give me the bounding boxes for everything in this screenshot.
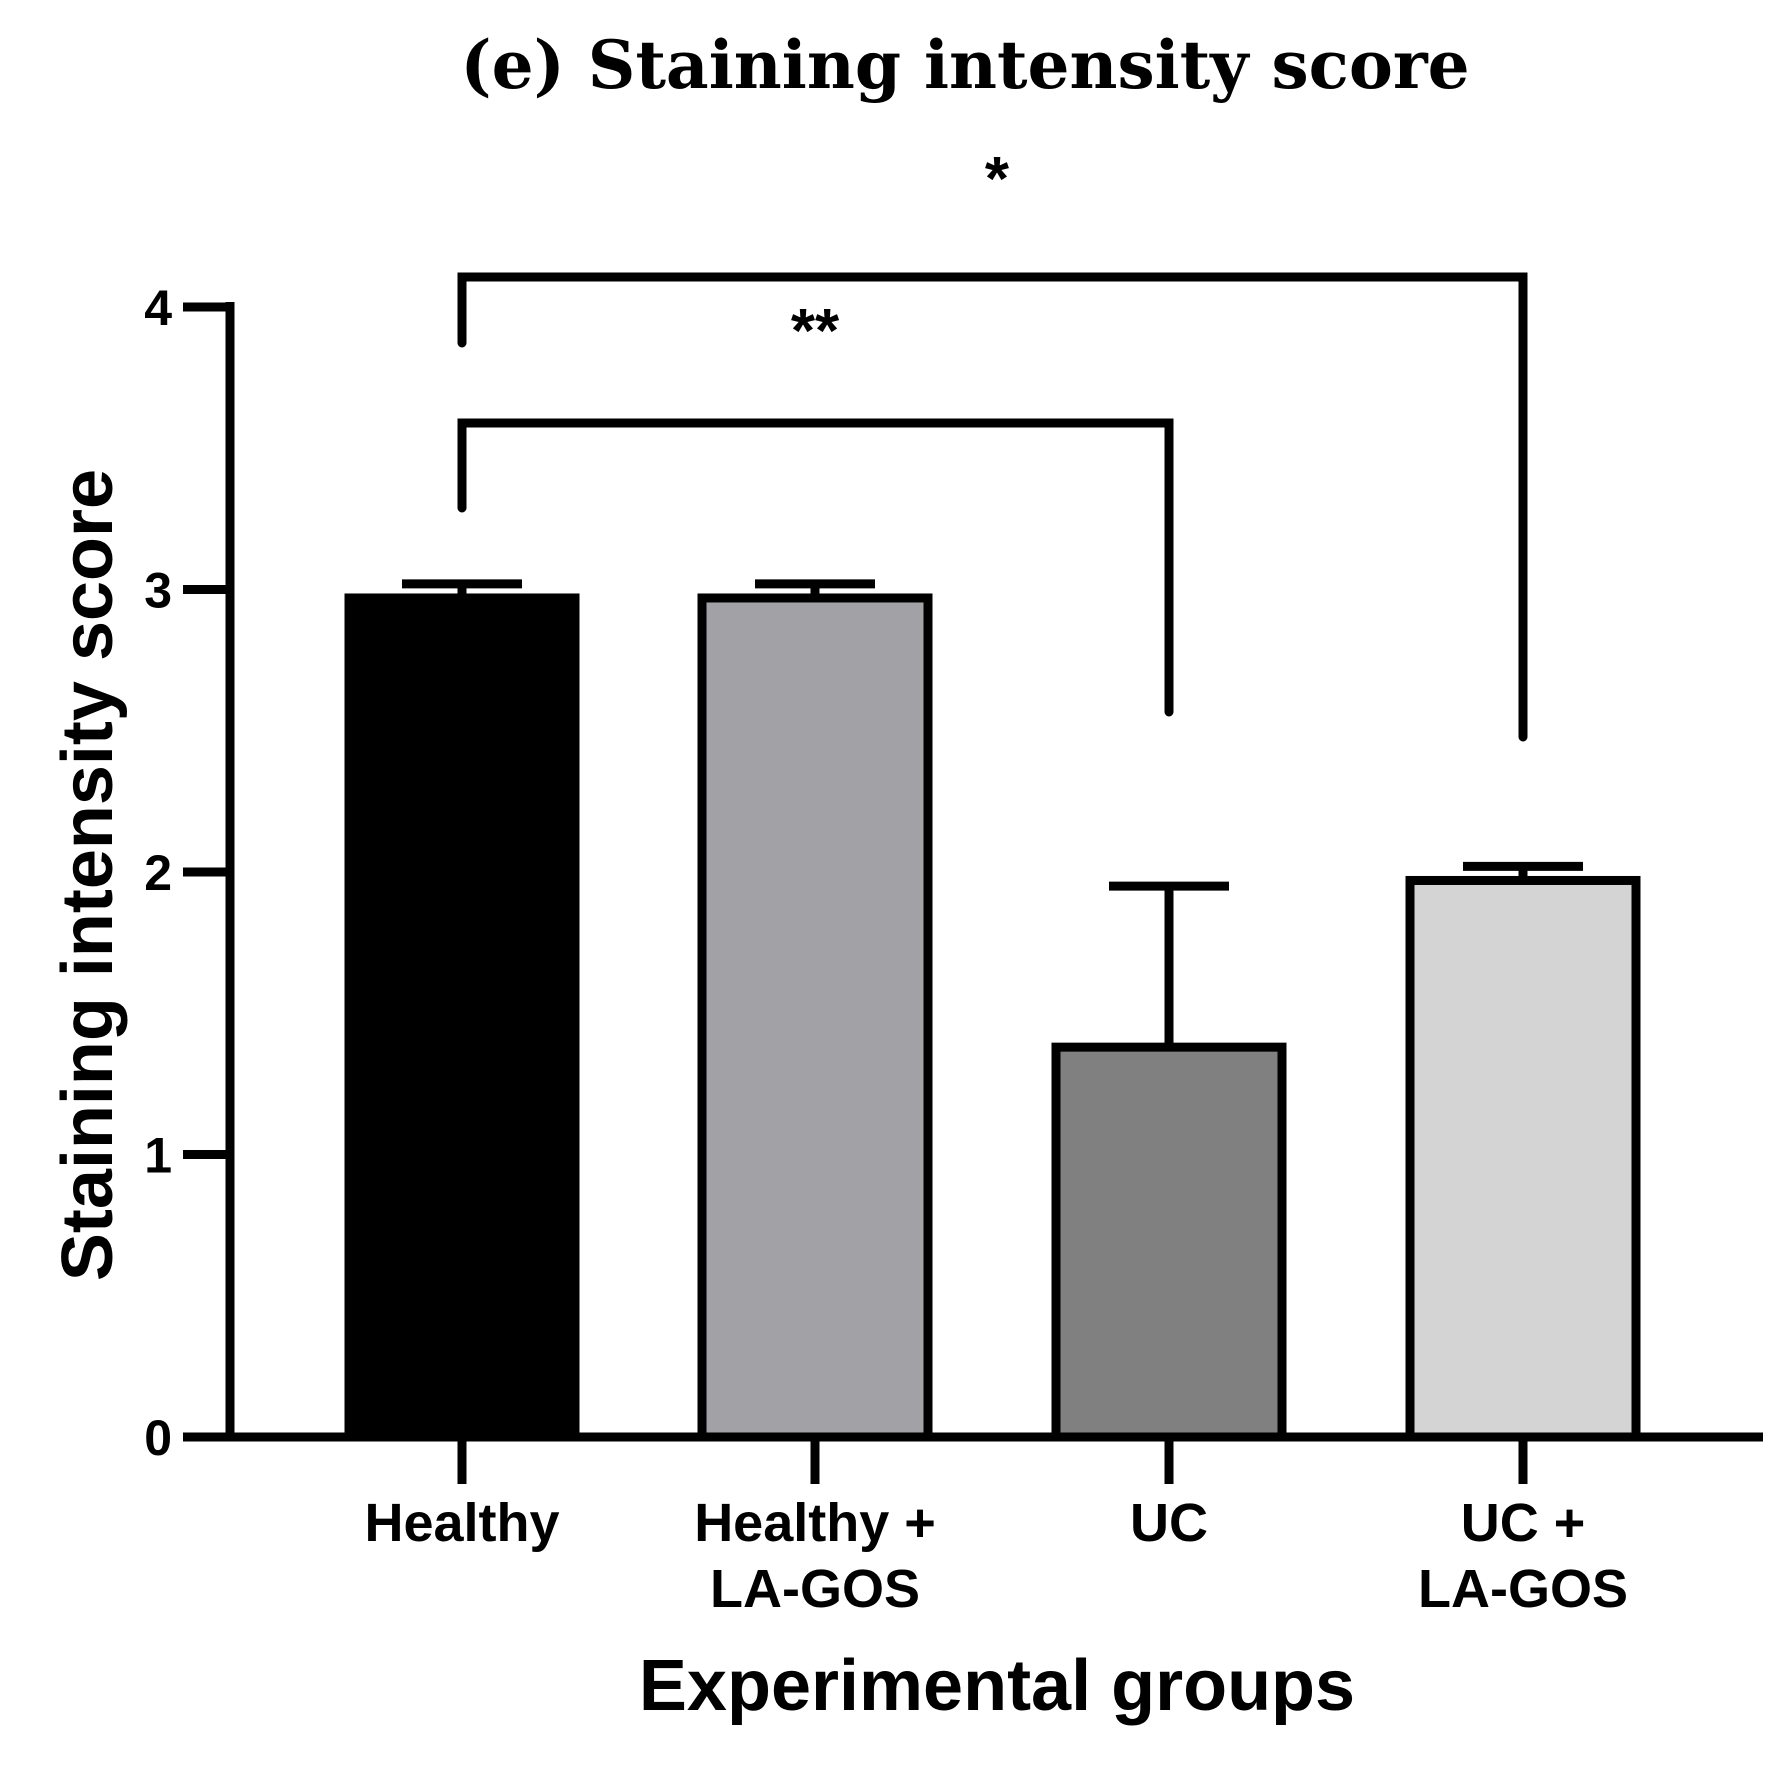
y-tick-label: 0 bbox=[144, 1410, 172, 1466]
y-tick-label: 2 bbox=[144, 845, 172, 901]
y-axis-title: Staining intensity score bbox=[48, 469, 128, 1281]
bar bbox=[344, 593, 580, 1442]
bar bbox=[1051, 1042, 1287, 1442]
significance-label: ** bbox=[791, 297, 840, 366]
y-tick-label: 4 bbox=[144, 280, 172, 336]
x-category-label: UC bbox=[1130, 1493, 1208, 1553]
x-category-label: Healthy + bbox=[694, 1493, 936, 1553]
bar bbox=[1405, 875, 1641, 1442]
significance-label: * bbox=[985, 145, 1010, 214]
y-tick-label: 3 bbox=[144, 563, 172, 619]
x-category-label: UC + bbox=[1461, 1493, 1586, 1553]
x-category-label: LA-GOS bbox=[1418, 1559, 1628, 1619]
x-category-label: Healthy bbox=[364, 1493, 559, 1553]
chart-title: (e) Staining intensity score bbox=[460, 26, 1469, 104]
significance-bracket bbox=[457, 418, 1174, 717]
x-axis-title: Experimental groups bbox=[639, 1646, 1355, 1726]
y-tick-label: 1 bbox=[144, 1128, 172, 1184]
significance-bracket bbox=[457, 272, 1528, 742]
x-category-label: LA-GOS bbox=[710, 1559, 920, 1619]
bar bbox=[697, 593, 933, 1442]
